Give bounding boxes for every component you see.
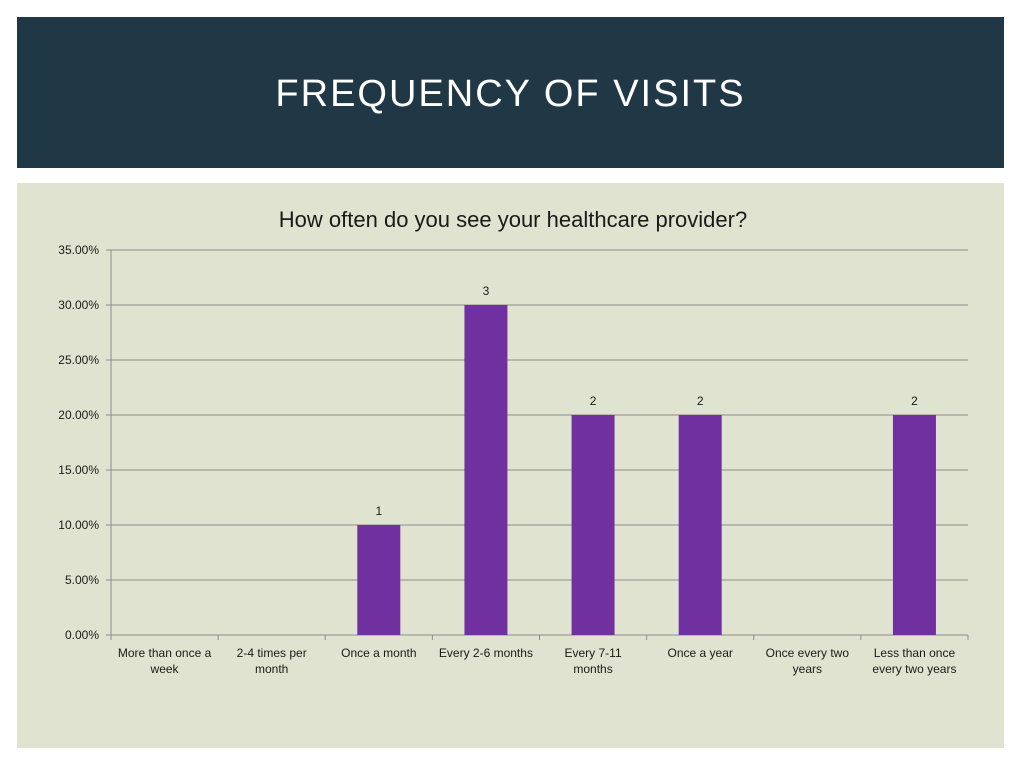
x-tick-label: Every 7-11 [564,646,621,660]
y-tick-label: 35.00% [58,243,99,257]
chart-panel: How often do you see your healthcare pro… [17,183,1004,748]
chart-title: How often do you see your healthcare pro… [279,207,747,232]
y-tick-label: 15.00% [58,463,99,477]
y-tick-label: 10.00% [58,518,99,532]
data-label: 1 [375,504,382,518]
x-tick-label: Every 2-6 months [439,646,533,660]
page-title: FREQUENCY OF VISITS [275,73,746,115]
x-tick-label: More than once a [118,646,212,660]
x-tick-label: 2-4 times per [237,646,307,660]
y-tick-label: 5.00% [65,573,99,587]
bar [464,305,508,635]
data-label: 2 [590,394,597,408]
bar-chart: How often do you see your healthcare pro… [58,207,969,676]
x-tick-label: Once a month [341,646,416,660]
x-tick-label: month [255,662,288,676]
axes [106,249,969,640]
slide-header: FREQUENCY OF VISITS [17,17,1004,168]
x-tick-label: every two years [872,662,956,676]
y-tick-label: 30.00% [58,298,99,312]
y-tick-label: 20.00% [58,408,99,422]
labels: 0.00% 5.00% 10.00% 15.00% 20.00% 25.00% 30.00%… [58,243,956,676]
bar [678,415,722,635]
x-tick-label: months [573,662,612,676]
y-tick-label: 25.00% [58,353,99,367]
x-tick-label: week [150,662,180,676]
bar [571,415,615,635]
data-label: 2 [697,394,704,408]
bars [357,305,936,635]
bar [892,415,936,635]
x-tick-label: Once a year [668,646,733,660]
data-label: 3 [483,284,490,298]
y-tick-label: 0.00% [65,628,99,642]
data-label: 2 [911,394,918,408]
x-tick-label: Once every two [766,646,850,660]
x-tick-label: Less than once [874,646,956,660]
gridlines [111,249,968,636]
x-tick-label: years [793,662,822,676]
bar [357,525,401,635]
